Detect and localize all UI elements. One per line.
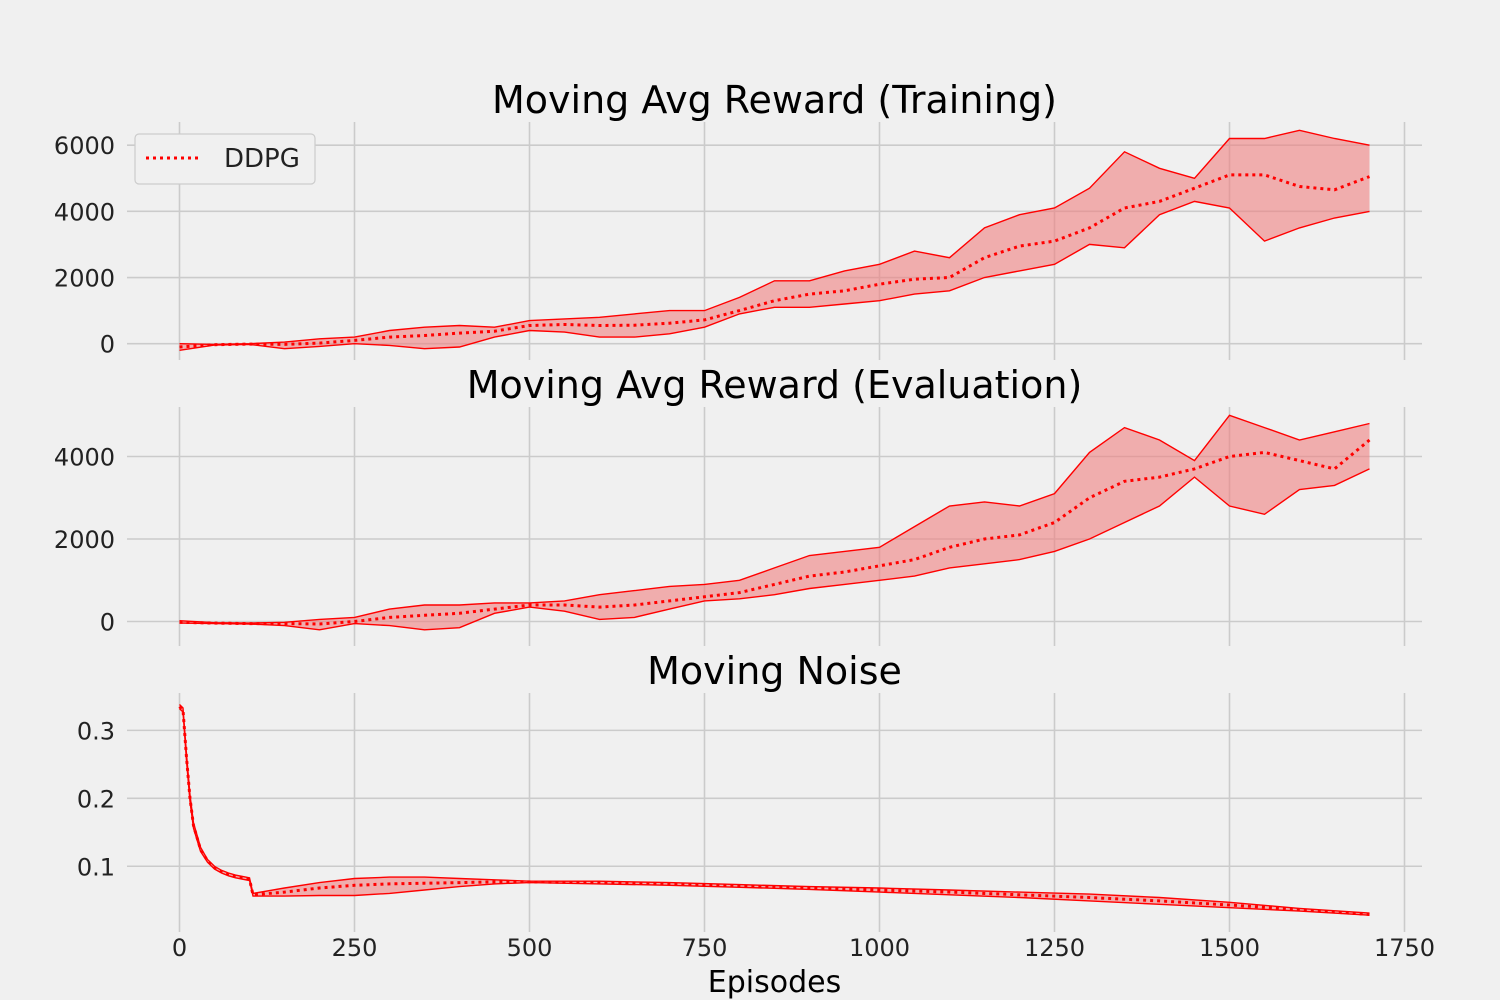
noise-upper-bound-line xyxy=(179,703,1370,914)
noise-xtick-label: 0 xyxy=(172,934,187,962)
noise-xtick-label: 1250 xyxy=(1024,934,1085,962)
legend-label: DDPG xyxy=(224,144,300,174)
evaluation-ytick-label: 0 xyxy=(100,609,115,637)
evaluation-mean-line xyxy=(179,438,1371,626)
evaluation-std-band xyxy=(179,415,1370,630)
evaluation-upper-bound-line xyxy=(179,414,1370,624)
evaluation-ytick-label: 2000 xyxy=(54,526,115,554)
noise-xtick-label: 1750 xyxy=(1374,934,1435,962)
noise-xtick-label: 750 xyxy=(682,934,728,962)
noise-std-band xyxy=(179,704,1370,916)
evaluation-ytick-label: 4000 xyxy=(54,444,115,472)
noise-ytick-label: 0.1 xyxy=(77,853,115,881)
training-ytick-label: 0 xyxy=(100,331,115,359)
training-ytick-label: 2000 xyxy=(54,265,115,293)
evaluation-lower-bound-line xyxy=(179,468,1370,631)
x-axis-label: Episodes xyxy=(708,965,841,1000)
noise-ytick-label: 0.3 xyxy=(77,717,115,745)
noise-xtick-label: 1500 xyxy=(1199,934,1260,962)
noise-title: Moving Noise xyxy=(647,649,902,693)
noise-mean-line xyxy=(178,705,1370,916)
noise-xtick-label: 1000 xyxy=(849,934,910,962)
training-lower-bound-line xyxy=(179,200,1370,351)
training-title: Moving Avg Reward (Training) xyxy=(492,78,1057,122)
training-ytick-label: 4000 xyxy=(54,198,115,226)
training-std-band xyxy=(179,130,1370,351)
noise-lower-bound-line xyxy=(179,708,1370,916)
training-upper-bound-line xyxy=(179,129,1370,346)
training-ytick-label: 6000 xyxy=(54,132,115,160)
noise-xtick-label: 500 xyxy=(507,934,553,962)
noise-xtick-label: 250 xyxy=(332,934,378,962)
training-mean-line xyxy=(179,173,1371,349)
legend-box xyxy=(134,133,316,185)
evaluation-title: Moving Avg Reward (Evaluation) xyxy=(467,363,1083,407)
noise-ytick-label: 0.2 xyxy=(77,785,115,813)
